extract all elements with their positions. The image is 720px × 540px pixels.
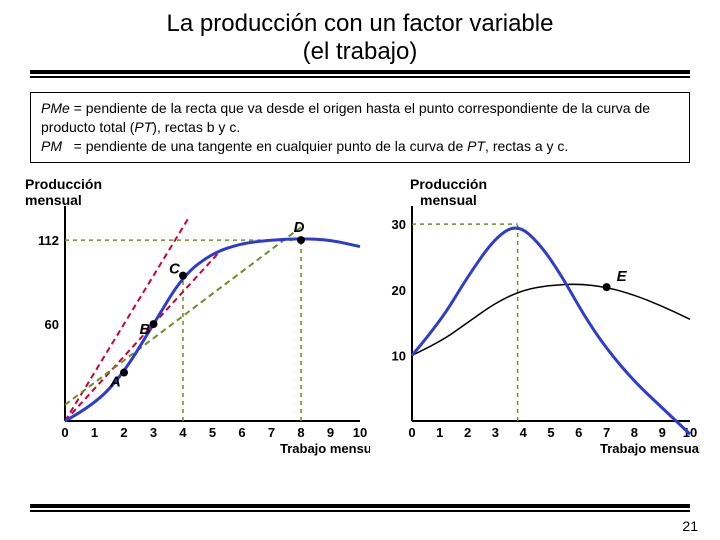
svg-text:10: 10 xyxy=(353,425,367,440)
svg-text:A: A xyxy=(109,373,121,390)
svg-text:60: 60 xyxy=(45,317,59,332)
left-chart-svg: Producciónmensual 0 1 2 3 4 5 6 7 8 9 10 60 112 A B C D Tr… xyxy=(20,171,370,461)
svg-text:30: 30 xyxy=(392,217,406,232)
svg-text:D: D xyxy=(294,219,305,236)
svg-text:4: 4 xyxy=(520,425,528,440)
pme-label: PMe xyxy=(41,100,70,116)
svg-text:Producción: Producción xyxy=(25,176,102,192)
svg-text:Producción: Producción xyxy=(410,176,487,192)
page-title-line2: (el trabajo) xyxy=(303,38,418,65)
svg-text:3: 3 xyxy=(492,425,499,440)
right-chart-container: Producciónmensual012345678910102030ETrab… xyxy=(370,171,700,466)
svg-text:3: 3 xyxy=(150,425,157,440)
svg-text:0: 0 xyxy=(408,425,415,440)
svg-text:1: 1 xyxy=(91,425,98,440)
svg-text:10: 10 xyxy=(392,348,406,363)
page-title-line1: La producción con un factor variable xyxy=(167,10,554,37)
svg-text:9: 9 xyxy=(659,425,666,440)
svg-text:5: 5 xyxy=(209,425,216,440)
pm-rectas: , rectas a y c. xyxy=(485,138,568,154)
svg-text:Trabajo mensual: Trabajo mensual xyxy=(600,441,700,456)
svg-text:6: 6 xyxy=(238,425,245,440)
pm-text-1: = pendiente de una tangente en cualquier… xyxy=(74,138,467,154)
svg-text:5: 5 xyxy=(547,425,554,440)
pme-definition: PMe = pendiente de la recta que va desde… xyxy=(41,99,679,137)
svg-text:7: 7 xyxy=(268,425,275,440)
title-rule-thin xyxy=(30,76,690,78)
pme-text-1: = pendiente de la recta que va desde el … xyxy=(41,100,650,135)
pm-definition: PM = pendiente de una tangente en cualqu… xyxy=(41,137,679,156)
page-number: 21 xyxy=(682,518,698,534)
svg-text:20: 20 xyxy=(392,282,406,297)
svg-text:2: 2 xyxy=(464,425,471,440)
svg-text:7: 7 xyxy=(603,425,610,440)
svg-text:112: 112 xyxy=(38,233,59,248)
svg-text:6: 6 xyxy=(575,425,582,440)
pme-rectas: b y c. xyxy=(207,119,240,135)
title-rule-thick xyxy=(30,70,690,74)
svg-text:9: 9 xyxy=(327,425,334,440)
pt-label-2: PT xyxy=(467,138,485,154)
left-chart-container: Producciónmensual 0 1 2 3 4 5 6 7 8 9 10 60 112 A B C D Tr… xyxy=(20,171,370,466)
svg-text:1: 1 xyxy=(436,425,443,440)
svg-text:Trabajo mensual: Trabajo mensual xyxy=(280,441,370,456)
svg-text:C: C xyxy=(169,260,181,277)
svg-text:E: E xyxy=(617,268,628,285)
pm-label: PM xyxy=(41,138,62,154)
svg-text:mensual: mensual xyxy=(420,192,477,208)
svg-text:0: 0 xyxy=(61,425,68,440)
svg-text:8: 8 xyxy=(297,425,304,440)
right-chart-svg: Producciónmensual012345678910102030ETrab… xyxy=(370,171,700,461)
definitions-box: PMe = pendiente de la recta que va desde… xyxy=(30,92,690,163)
pme-text-2: ), rectas xyxy=(152,119,206,135)
svg-text:B: B xyxy=(140,321,151,338)
svg-text:2: 2 xyxy=(120,425,127,440)
pt-label-1: PT xyxy=(134,119,152,135)
svg-text:mensual: mensual xyxy=(25,192,82,208)
svg-text:8: 8 xyxy=(631,425,638,440)
footer-rules xyxy=(30,504,690,512)
svg-text:4: 4 xyxy=(179,425,187,440)
